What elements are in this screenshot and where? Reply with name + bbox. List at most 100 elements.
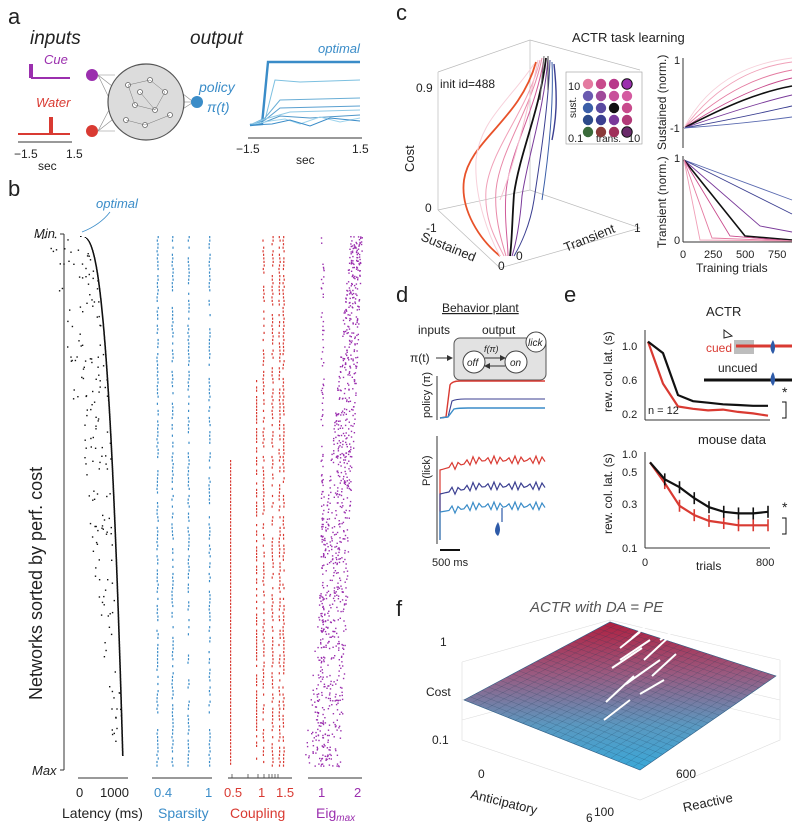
eig-dot — [346, 446, 348, 448]
sparsity-dot — [188, 246, 190, 249]
sparsity-dot — [156, 310, 158, 313]
coupling-dot — [256, 402, 258, 405]
latency-dot — [119, 669, 121, 670]
sparsity-dot — [156, 285, 159, 288]
eig-dot — [323, 362, 325, 364]
latency-dot — [109, 432, 112, 433]
f-mesh-line — [588, 660, 728, 750]
sparsity-dot — [172, 321, 174, 324]
sparsity-dot — [187, 753, 189, 756]
sparsity-dot — [187, 743, 189, 746]
f-ztick-0.1: 0.1 — [432, 733, 449, 747]
latency-dot — [116, 591, 119, 592]
eig-dot — [317, 700, 320, 702]
eig-dot — [337, 598, 340, 600]
eig-dot — [319, 659, 321, 661]
eig-dot — [350, 259, 353, 262]
sparsity-dot — [171, 253, 173, 256]
eig-dot — [348, 510, 351, 512]
eig-dot — [342, 364, 344, 367]
water-label: Water — [36, 95, 71, 110]
latency-dot — [105, 354, 107, 355]
eig-dot — [356, 361, 358, 364]
sparsity-dot — [156, 509, 158, 512]
coupling-dot — [282, 455, 284, 459]
sparsity-dot — [209, 555, 211, 558]
eig-dot — [353, 277, 355, 279]
latency-dot — [78, 340, 80, 342]
sparsity-dot — [209, 548, 211, 551]
latency-dot — [121, 725, 123, 726]
sparsity-dot — [209, 395, 211, 398]
eig-dot — [319, 594, 321, 597]
coupling-dot — [283, 636, 285, 639]
eig-dot — [328, 685, 330, 687]
eig-dot — [323, 628, 325, 630]
eig-dot — [352, 406, 355, 408]
sparsity-dot — [209, 431, 211, 434]
eig-dot — [333, 484, 336, 486]
eig-dot — [345, 452, 347, 454]
sparsity-dot — [172, 672, 174, 675]
eig-dot — [336, 763, 339, 765]
eig-dot — [355, 241, 357, 244]
coupling-dot — [283, 452, 285, 455]
eig-dot — [335, 456, 338, 458]
coupling-dot — [230, 616, 232, 619]
sparsity-dot — [209, 746, 211, 749]
coupling-dot — [230, 477, 232, 480]
eig-dot — [346, 596, 349, 598]
latency-dot — [119, 678, 122, 679]
coupling-dot — [263, 285, 265, 288]
latency-dot — [92, 436, 94, 439]
coupling-dot — [271, 275, 273, 278]
sparsity-dot — [187, 455, 189, 459]
coupling-dot — [230, 551, 232, 554]
eig-dot — [345, 432, 347, 434]
latency-dot — [116, 576, 118, 577]
coupling-dot — [283, 427, 285, 430]
coupling-dot — [283, 236, 285, 239]
latency-dot — [118, 636, 120, 637]
coupling-dot — [263, 583, 265, 586]
eig-dot — [341, 452, 343, 455]
sparsity-dot — [171, 597, 173, 600]
latency-dot — [95, 416, 97, 418]
b-optimal-label: optimal — [96, 196, 139, 211]
sparsity-dot — [156, 700, 158, 703]
eig-dot — [345, 413, 347, 415]
latency-dot — [84, 360, 87, 362]
latency-dot — [114, 523, 116, 524]
coupling-dot — [279, 424, 281, 427]
latency-dot — [110, 446, 113, 447]
latency-dot — [96, 270, 98, 271]
latency-dot — [108, 405, 110, 406]
sparsity-dot — [172, 512, 174, 515]
eig-dot — [325, 570, 327, 572]
coupling-dot — [279, 402, 281, 405]
sparsity-xlabel: Sparsity — [158, 805, 209, 821]
latency-dot — [115, 547, 117, 548]
f-surface-mesh — [463, 621, 777, 771]
sparsity-dot — [208, 264, 210, 267]
sparsity-dot — [156, 324, 158, 327]
coupling-dot — [283, 395, 285, 398]
eig-dot — [338, 440, 340, 442]
eig-dot — [333, 428, 335, 430]
latency-dot — [111, 471, 114, 472]
latency-dot — [94, 525, 96, 528]
inset-dot — [608, 114, 620, 126]
latency-dot — [77, 396, 79, 398]
sparsity-dot — [188, 236, 190, 239]
coupling-dot — [263, 459, 265, 462]
eig-dot — [345, 301, 347, 303]
coupling-dot — [272, 502, 274, 505]
eig-dot — [361, 250, 363, 252]
eig-dot — [324, 755, 326, 757]
coupling-dot — [283, 665, 285, 668]
coupling-dot — [282, 480, 284, 483]
latency-dot — [71, 325, 74, 328]
sparsity-dot — [187, 260, 189, 263]
sparsity-dot — [157, 736, 159, 739]
eig-dot — [322, 737, 325, 739]
